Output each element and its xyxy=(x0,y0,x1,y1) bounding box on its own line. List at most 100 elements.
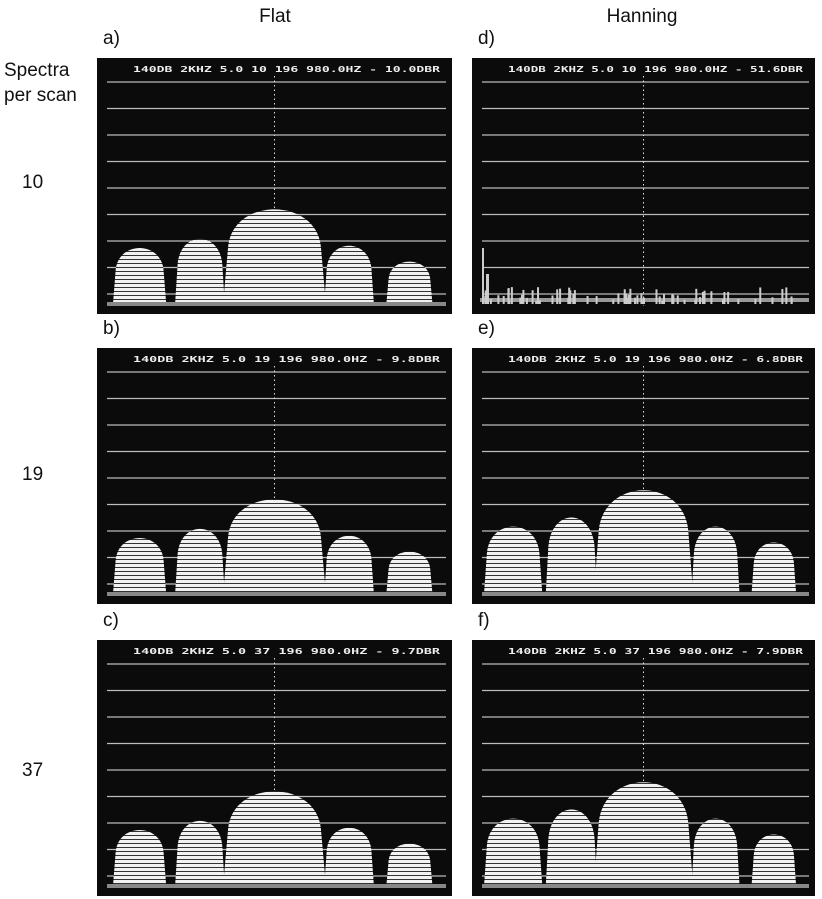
spectral-lobe xyxy=(751,542,797,594)
noise-spike xyxy=(556,296,559,304)
noise-spike xyxy=(568,287,571,304)
noise-spike xyxy=(538,300,541,304)
noise-spike xyxy=(781,288,784,304)
panel-label: c) xyxy=(103,610,119,631)
panel-label: a) xyxy=(103,28,120,49)
column-header: Hanning xyxy=(607,6,678,27)
row-header: Spectra xyxy=(4,60,70,81)
noise-spike xyxy=(759,287,762,304)
spectral-lobe xyxy=(112,537,167,594)
noise-spike xyxy=(531,290,534,304)
spectral-lobe xyxy=(223,209,326,304)
baseline xyxy=(482,592,809,596)
noise-spike xyxy=(519,297,522,304)
panel-label: e) xyxy=(478,318,495,339)
noise-spike xyxy=(627,294,630,304)
readout: 140DB 2KHZ 5.0 37 196 980.0HZ - 9.7DBR xyxy=(133,647,440,656)
noise-spike xyxy=(486,274,489,304)
noise-spike xyxy=(510,287,513,304)
noise-spike xyxy=(785,287,788,304)
spectral-lobe xyxy=(324,535,374,594)
noise-spike xyxy=(754,298,757,304)
spectral-lobe xyxy=(484,818,543,886)
spectral-lobe xyxy=(112,829,167,886)
noise-spike xyxy=(521,294,524,304)
spectral-lobe xyxy=(324,827,374,886)
noise-spike xyxy=(683,299,686,304)
noise-spike xyxy=(623,289,626,304)
readout: 140DB 2KHZ 5.0 37 196 980.0HZ - 7.9DBR xyxy=(508,647,803,656)
column-header: Flat xyxy=(259,6,291,27)
noise-spike xyxy=(556,289,559,304)
noise-spike xyxy=(502,296,505,304)
noise-spike xyxy=(586,295,589,304)
spectral-lobe xyxy=(175,238,225,304)
noise-spike xyxy=(655,289,658,304)
noise-spike xyxy=(617,293,620,304)
noise-spike xyxy=(569,290,572,304)
row-label: 10 xyxy=(22,172,43,193)
noise-spike xyxy=(699,297,702,304)
row-label: 37 xyxy=(22,760,43,781)
readout: 140DB 2KHZ 5.0 19 196 980.0HZ - 6.8DBR xyxy=(508,355,803,364)
noise-spike xyxy=(551,295,554,304)
spectral-lobe xyxy=(386,843,433,886)
noise-spike xyxy=(482,248,484,304)
row-header: per scan xyxy=(4,85,77,106)
noise-spike xyxy=(497,295,500,304)
noise-spike xyxy=(634,297,637,304)
noise-spike xyxy=(723,292,726,304)
baseline xyxy=(482,884,809,888)
spectral-lobe xyxy=(175,528,225,594)
noise-spike xyxy=(737,299,740,304)
spectral-lobe xyxy=(545,517,598,594)
noise-spike xyxy=(663,294,666,304)
noise-spike xyxy=(790,296,793,304)
noise-spike xyxy=(710,291,713,304)
noise-spike xyxy=(671,294,674,304)
noise-spike xyxy=(612,299,615,304)
noise-spike xyxy=(536,300,539,304)
panel-label: f) xyxy=(478,610,490,631)
noise-spike xyxy=(721,299,724,304)
noise-spike xyxy=(636,295,639,304)
noise-spike xyxy=(641,300,644,304)
noise-spike xyxy=(595,296,598,304)
noise-spike xyxy=(522,289,525,304)
noise-spike xyxy=(676,295,679,304)
noise-spike xyxy=(727,291,730,304)
baseline xyxy=(107,592,446,596)
noise-spike xyxy=(535,300,538,304)
noise-spike xyxy=(507,288,510,304)
noise-spike xyxy=(640,293,643,304)
spectral-lobe xyxy=(484,526,543,594)
noise-spike xyxy=(559,288,562,304)
noise-spike xyxy=(508,300,511,304)
spectral-lobe xyxy=(691,526,740,594)
spectral-lobe xyxy=(593,490,694,594)
noise-spike xyxy=(771,297,774,304)
row-label: 19 xyxy=(22,464,43,485)
spectral-lobe xyxy=(593,782,694,886)
spectral-lobe xyxy=(386,261,433,304)
spectral-lobe xyxy=(691,818,740,886)
noise-spike xyxy=(572,294,575,304)
noise-spike xyxy=(695,288,698,304)
panel-label: d) xyxy=(478,28,495,49)
spectral-lobe xyxy=(223,499,326,594)
baseline xyxy=(107,302,446,306)
spectral-lobe xyxy=(545,809,598,886)
noise-spike xyxy=(703,290,706,304)
screen xyxy=(472,58,815,314)
noise-spike xyxy=(489,298,492,304)
noise-spike xyxy=(658,296,661,304)
noise-spike xyxy=(525,297,528,304)
spectral-lobe xyxy=(112,247,167,304)
panel-label: b) xyxy=(103,318,120,339)
noise-spike xyxy=(537,287,540,304)
spectral-lobe xyxy=(386,551,433,594)
noise-spike xyxy=(625,297,628,304)
readout: 140DB 2KHZ 5.0 10 196 980.0HZ - 51.6DBR xyxy=(508,65,803,74)
readout: 140DB 2KHZ 5.0 19 196 980.0HZ - 9.8DBR xyxy=(133,355,440,364)
